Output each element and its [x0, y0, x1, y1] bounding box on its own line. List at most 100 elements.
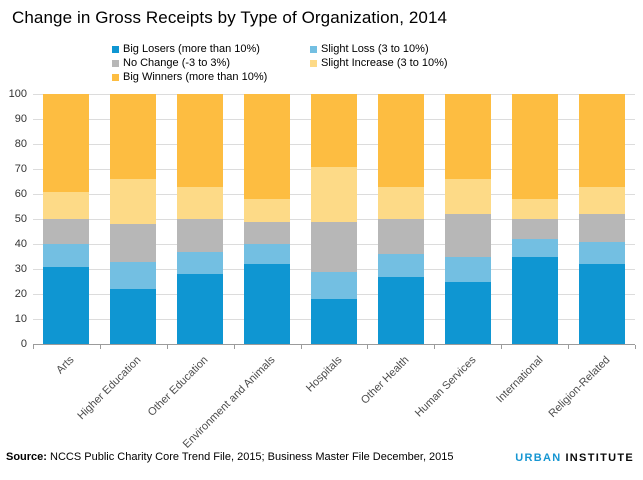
chart-legend: Big Losers (more than 10%) Slight Loss (3… [112, 42, 448, 84]
bar-segment [444, 256, 491, 282]
bar-segment [511, 199, 558, 219]
logo-institute: INSTITUTE [565, 452, 634, 464]
legend-label: Big Losers (more than 10%) [123, 43, 260, 55]
bar-segment [177, 251, 224, 274]
bar-segment [244, 199, 291, 222]
y-axis-tick-label: 40 [14, 238, 27, 250]
bar-segment [110, 224, 157, 262]
legend-label: No Change (-3 to 3%) [123, 57, 230, 69]
legend-item: Big Winners (more than 10%) [112, 70, 310, 84]
source-note: Source: NCCS Public Charity Core Trend F… [6, 451, 454, 463]
bar-segment [511, 256, 558, 344]
bar-segment [177, 219, 224, 252]
source-label: Source: [6, 451, 47, 463]
bar-religion-related [578, 94, 625, 344]
legend-label: Big Winners (more than 10%) [123, 71, 268, 83]
bar-segment [110, 94, 157, 179]
x-axis-tick [33, 345, 34, 349]
bar-segment [177, 186, 224, 219]
bar-segment [311, 299, 357, 344]
y-axis-tick-label: 100 [8, 88, 27, 100]
y-axis-tick-label: 10 [14, 313, 27, 325]
x-axis-tick [99, 345, 101, 349]
bar-higher-education [110, 94, 157, 344]
y-axis-tick-label: 60 [14, 188, 27, 200]
bar-segment [511, 94, 558, 199]
bar-segment [377, 186, 424, 219]
bar-segment [311, 94, 357, 167]
x-axis-line [33, 344, 635, 345]
bar-segment [110, 179, 157, 224]
bar-segment [578, 186, 625, 214]
legend-swatch-icon [112, 45, 119, 53]
bar-segment [43, 244, 90, 267]
plot-area: 0 10 20 30 40 50 60 70 80 90 100 Arts Higher Educati… [9, 89, 636, 451]
y-axis-tick-label: 0 [20, 338, 27, 350]
bar-segment [244, 94, 291, 199]
legend-swatch-icon [112, 73, 119, 81]
bar-segment [578, 94, 625, 187]
logo-urban: URBAN [515, 452, 562, 464]
bar-segment [43, 191, 90, 219]
bar-segment [444, 94, 491, 179]
legend-swatch-icon [112, 59, 119, 67]
legend-item: No Change (-3 to 3%) [112, 56, 310, 70]
y-axis-tick-label: 30 [14, 263, 27, 275]
bar-segment [177, 94, 224, 187]
x-axis-tick [367, 345, 369, 349]
urban-institute-logo: URBAN INSTITUTE [515, 452, 634, 464]
bar-international [511, 94, 558, 344]
bar-segment [377, 254, 424, 277]
bar-segment [110, 289, 157, 344]
y-axis-tick-label: 90 [14, 113, 27, 125]
bar-segment [244, 264, 291, 344]
bar-segment [511, 219, 558, 239]
legend-item: Slight Loss (3 to 10%) [310, 42, 448, 56]
bar-human-services [444, 94, 491, 344]
bar-segment [444, 214, 491, 257]
bar-segment [244, 244, 291, 264]
bar-other-education [177, 94, 224, 344]
bar-segment [43, 94, 90, 192]
bar-segment [511, 239, 558, 257]
bar-segment [377, 219, 424, 254]
bar-segment [177, 274, 224, 344]
x-axis-tick [501, 345, 503, 349]
y-axis-tick-label: 80 [14, 138, 27, 150]
x-axis-tick [434, 345, 436, 349]
bar-segment [444, 179, 491, 214]
x-axis-tick [635, 345, 636, 349]
bar-segment [110, 261, 157, 289]
x-axis-tick [166, 345, 168, 349]
bar-segment [311, 166, 357, 222]
bar-segment [444, 281, 491, 344]
y-axis-tick-label: 70 [14, 163, 27, 175]
bar-segment [43, 266, 90, 344]
bar-segment [578, 241, 625, 264]
y-axis-tick-label: 50 [14, 213, 27, 225]
bar-segment [377, 94, 424, 187]
legend-swatch-icon [310, 59, 317, 67]
x-axis-tick [300, 345, 302, 349]
bar-segment [578, 214, 625, 242]
bar-other-health [377, 94, 424, 344]
bar-segment [578, 264, 625, 344]
bar-arts [43, 94, 90, 344]
bar-hospitals [311, 94, 357, 344]
bar-segment [244, 221, 291, 244]
bar-environment-and-animals [244, 94, 291, 344]
legend-item: Slight Increase (3 to 10%) [310, 56, 448, 70]
x-axis-tick [233, 345, 235, 349]
bar-segment [377, 276, 424, 344]
chart-title: Change in Gross Receipts by Type of Orga… [12, 8, 448, 27]
legend-label: Slight Increase (3 to 10%) [321, 57, 448, 69]
legend-label: Slight Loss (3 to 10%) [321, 43, 429, 55]
bar-segment [311, 271, 357, 299]
x-axis-tick [568, 345, 570, 349]
y-axis-tick-label: 20 [14, 288, 27, 300]
bar-segment [311, 221, 357, 272]
legend-item: Big Losers (more than 10%) [112, 42, 310, 56]
source-text: NCCS Public Charity Core Trend File, 201… [46, 451, 454, 463]
bar-segment [43, 219, 90, 244]
